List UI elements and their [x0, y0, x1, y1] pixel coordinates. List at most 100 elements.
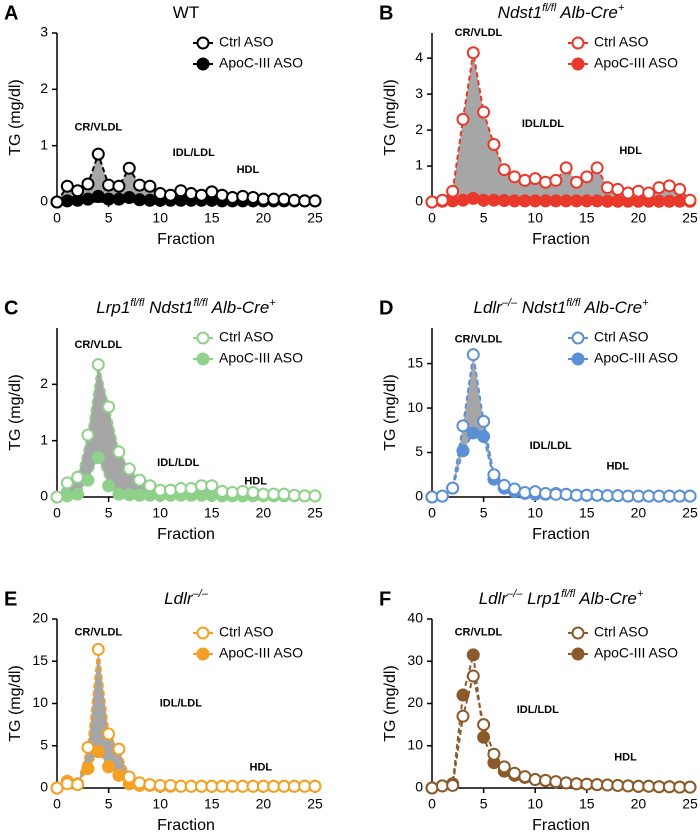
data-point	[81, 740, 95, 754]
legend-label: ApoC-III ASO	[219, 645, 303, 661]
data-point	[308, 489, 322, 503]
x-tick-label: 10	[527, 210, 543, 226]
annotation: HDL	[244, 476, 267, 488]
data-point	[81, 762, 95, 776]
panel-letter: D	[379, 297, 393, 319]
x-tick-label: 25	[307, 210, 323, 226]
y-tick-label: 0	[415, 779, 423, 795]
data-point	[184, 187, 198, 201]
legend-label: ApoC-III ASO	[594, 350, 678, 366]
data-point	[102, 760, 116, 774]
x-axis-label: Fraction	[532, 231, 590, 248]
data-point	[174, 184, 188, 198]
legend-label: Ctrl ASO	[594, 329, 649, 345]
annotation: IDL/LDL	[157, 457, 199, 469]
title-part: fl/fl	[561, 588, 576, 600]
y-tick-label: 0	[40, 779, 48, 795]
data-point	[81, 428, 95, 442]
x-tick-label: 5	[105, 505, 113, 521]
x-tick-label: 0	[428, 796, 436, 812]
data-point	[102, 727, 116, 741]
data-point	[91, 358, 105, 372]
y-axis-label: TG (mg/dl)	[382, 374, 399, 450]
legend-marker	[196, 36, 210, 50]
data-point	[539, 773, 553, 787]
data-point	[133, 178, 147, 192]
data-point	[91, 451, 105, 465]
data-point	[112, 768, 126, 782]
data-point	[425, 781, 439, 795]
annotation: CR/VLDL	[74, 122, 122, 134]
title-part: fl/fl	[542, 2, 557, 14]
x-axis-label: Fraction	[532, 817, 590, 834]
data-point	[446, 184, 460, 198]
x-tick-label: 5	[105, 796, 113, 812]
panel-letter: A	[4, 2, 18, 24]
data-point	[539, 175, 553, 189]
data-point	[425, 490, 439, 504]
data-point	[225, 190, 239, 204]
y-tick-label: 15	[407, 354, 423, 370]
title-part: Ndst1	[517, 298, 566, 317]
y-tick-label: 2	[40, 80, 48, 96]
data-point	[122, 462, 136, 476]
data-point	[205, 479, 219, 493]
legend-marker	[571, 36, 585, 50]
data-point	[549, 173, 563, 187]
data-point	[153, 187, 167, 201]
y-tick-label: 20	[407, 694, 423, 710]
data-point	[446, 778, 460, 792]
data-point	[528, 773, 542, 787]
data-point	[580, 170, 594, 184]
data-point	[518, 770, 532, 784]
y-tick-label: 40	[407, 610, 423, 626]
data-point	[112, 179, 126, 193]
x-tick-label: 25	[682, 505, 698, 521]
x-tick-label: 10	[527, 796, 543, 812]
data-point	[477, 414, 491, 428]
data-point	[466, 46, 480, 60]
data-point	[81, 473, 95, 487]
y-tick-label: 0	[40, 488, 48, 504]
data-point	[487, 137, 501, 151]
y-tick-label: 1	[40, 431, 48, 447]
annotation: HDL	[606, 460, 629, 472]
title-part: fl/fl	[194, 297, 209, 309]
data-point	[477, 718, 491, 732]
y-axis-label: TG (mg/dl)	[382, 79, 399, 155]
data-point	[60, 489, 74, 503]
data-point	[518, 486, 532, 500]
data-point	[497, 760, 511, 774]
panel-title: WT	[173, 3, 199, 22]
y-axis-label: TG (mg/dl)	[382, 665, 399, 741]
shaded-area	[57, 649, 315, 788]
y-tick-label: 2	[40, 375, 48, 391]
data-point	[133, 776, 147, 790]
title-part: Ldlr	[473, 298, 503, 317]
y-tick-label: 5	[415, 443, 423, 459]
annotation: HDL	[619, 145, 642, 157]
legend-label: Ctrl ASO	[594, 624, 649, 640]
x-tick-label: 10	[527, 505, 543, 521]
annotation: CR/VLDL	[455, 334, 503, 346]
data-point	[143, 179, 157, 193]
title-part: Ldlr	[164, 589, 194, 608]
data-point	[456, 709, 470, 723]
title-part: –/–	[501, 297, 518, 309]
y-axis-label: TG (mg/dl)	[7, 79, 24, 155]
legend-label: ApoC-III ASO	[594, 55, 678, 71]
data-point	[91, 147, 105, 161]
data-point	[215, 188, 229, 202]
y-axis-label: TG (mg/dl)	[7, 374, 24, 450]
x-tick-label: 15	[204, 505, 220, 521]
data-point	[164, 188, 178, 202]
annotation: CR/VLDL	[74, 626, 122, 638]
data-point	[143, 778, 157, 792]
title-part: –/–	[192, 588, 209, 600]
y-tick-label: 4	[415, 49, 423, 65]
data-point	[50, 490, 64, 504]
data-point	[425, 195, 439, 209]
legend-label: Ctrl ASO	[594, 34, 649, 50]
legend-label: ApoC-III ASO	[219, 55, 303, 71]
data-point	[683, 489, 697, 503]
